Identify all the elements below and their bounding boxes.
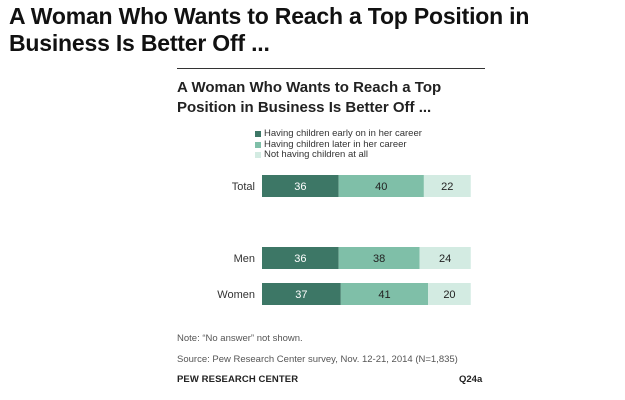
data-label-women-0: 37 [295, 289, 307, 301]
data-label-women-1: 41 [378, 289, 390, 301]
bar-segment-women-0 [262, 283, 341, 305]
data-label-total-1: 40 [375, 181, 387, 193]
bar-segment-total-1 [338, 175, 424, 197]
chart-top-rule [177, 68, 485, 69]
data-label-total-0: 36 [294, 181, 306, 193]
bar-segment-men-0 [262, 247, 339, 269]
data-label-men-2: 24 [439, 253, 451, 265]
legend-item-none: Not having children at all [255, 149, 422, 161]
data-label-women-2: 20 [443, 289, 455, 301]
chart-note: Note: “No answer” not shown. [177, 333, 303, 344]
brand-label: PEW RESEARCH CENTER [177, 374, 299, 385]
bar-segment-women-2 [428, 283, 471, 305]
legend-swatch-early [255, 131, 261, 138]
legend-label-early: Having children early on in her career [264, 128, 422, 139]
chart-legend: Having children early on in her career H… [255, 128, 422, 161]
legend-item-early: Having children early on in her career [255, 128, 422, 140]
page-title: A Woman Who Wants to Reach a Top Positio… [9, 3, 530, 56]
bar-segment-women-1 [340, 283, 429, 305]
category-label-men: Men [234, 253, 255, 265]
question-code: Q24a [459, 374, 483, 385]
legend-label-none: Not having children at all [264, 149, 369, 160]
data-label-men-1: 38 [373, 253, 385, 265]
data-label-men-0: 36 [294, 253, 306, 265]
chart-title: A Woman Who Wants to Reach a Top Positio… [177, 79, 442, 116]
bar-segment-total-0 [262, 175, 339, 197]
category-label-total: Total [232, 181, 255, 193]
data-label-total-2: 22 [441, 181, 453, 193]
legend-swatch-later [255, 141, 261, 148]
chart-source: Source: Pew Research Center survey, Nov.… [177, 354, 458, 365]
legend-item-later: Having children later in her career [255, 138, 422, 151]
legend-swatch-none [255, 152, 261, 159]
bar-segment-men-2 [419, 247, 471, 269]
legend-label-later: Having children later in her career [264, 138, 407, 150]
bar-segment-total-2 [423, 175, 471, 197]
category-label-women: Women [217, 289, 255, 301]
bar-segment-men-1 [338, 247, 420, 269]
